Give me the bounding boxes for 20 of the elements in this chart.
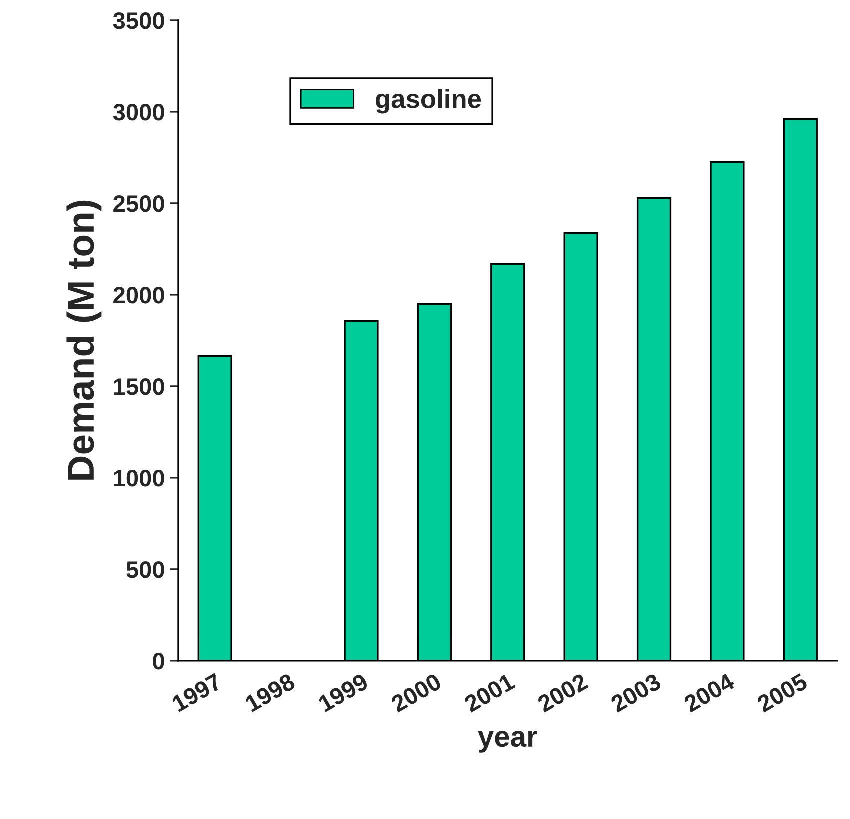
x-tick-label: 2002 — [536, 673, 589, 713]
x-tick-label: 2004 — [682, 672, 736, 713]
y-tick-label: 2000 — [114, 287, 164, 304]
y-tick-label: 500 — [126, 562, 164, 578]
legend-label: gasoline — [376, 89, 482, 114]
x-tick-label: 1997 — [171, 673, 223, 713]
x-tick-label: 2000 — [390, 673, 443, 713]
y-tick-label: 1500 — [114, 378, 164, 396]
x-axis-title: year — [478, 731, 538, 753]
y-tick-label: 0 — [153, 653, 164, 670]
y-tick-label: 3500 — [113, 12, 164, 30]
y-tick-label: 3000 — [113, 104, 164, 121]
x-tick-label: 1999 — [318, 673, 370, 713]
y-tick-label: 1000 — [114, 470, 164, 487]
x-tick-label: 1998 — [244, 672, 296, 713]
x-tick-label: 2005 — [756, 672, 809, 713]
x-tick-label: 2003 — [610, 673, 662, 713]
y-axis-title: Demand (M ton) — [66, 200, 102, 480]
y-tick-label: 2500 — [114, 196, 164, 212]
x-tick-label: 2001 — [463, 672, 516, 713]
